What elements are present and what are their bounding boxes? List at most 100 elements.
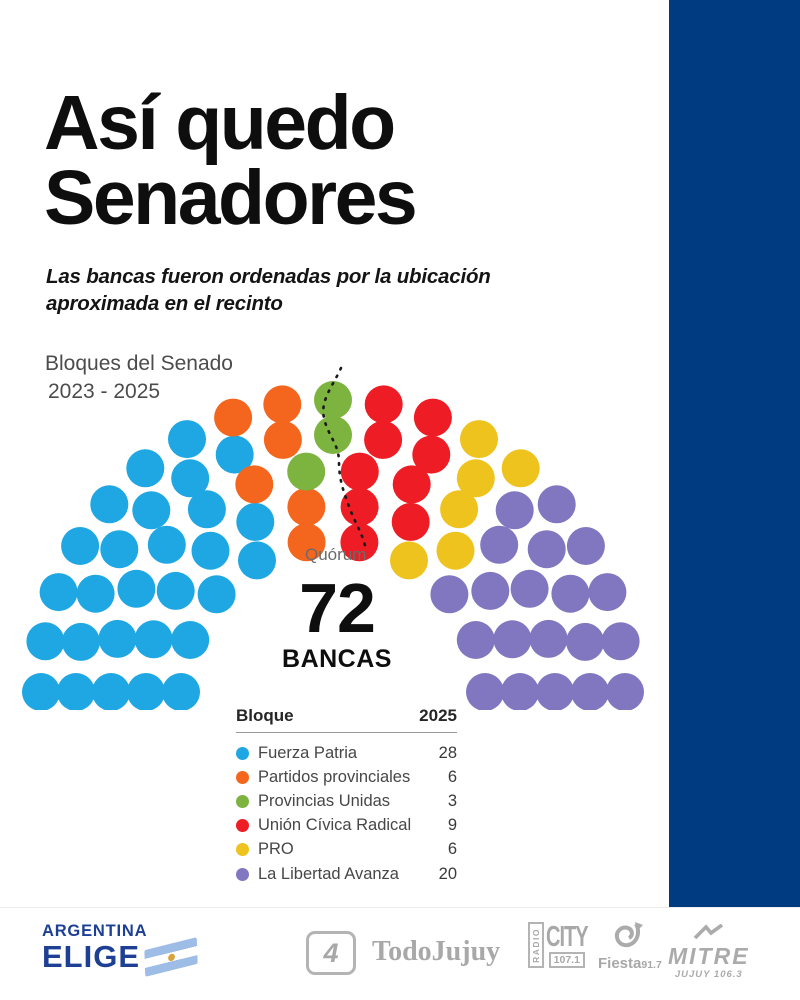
seat bbox=[61, 622, 100, 661]
seat bbox=[147, 525, 186, 564]
seat bbox=[57, 673, 95, 710]
mitre-zigzag-icon bbox=[693, 923, 723, 940]
seat bbox=[238, 541, 276, 580]
radio-city-logo: RADIO CITY 107.1 bbox=[528, 921, 589, 968]
seat bbox=[263, 385, 302, 424]
mitre-frequency: JUJUY 106.3 bbox=[674, 969, 743, 980]
bloc-table-header: Bloque 2025 bbox=[236, 706, 457, 733]
seat bbox=[466, 673, 504, 710]
seat bbox=[413, 398, 452, 437]
brand-line1: ARGENTINA bbox=[42, 922, 148, 940]
seat bbox=[529, 619, 568, 658]
seat bbox=[156, 571, 195, 610]
seat bbox=[510, 569, 549, 608]
bloc-table-body: Fuerza Patria 28 Partidos provinciales 6 Pro… bbox=[236, 741, 457, 886]
seat bbox=[364, 420, 403, 459]
seat bbox=[456, 459, 495, 498]
seat bbox=[215, 435, 254, 474]
chart-caption-line1: Bloques del Senado bbox=[45, 352, 233, 375]
fiesta-frequency: 91.7 bbox=[641, 959, 662, 971]
seat bbox=[340, 523, 379, 562]
mitre-name: MITRE bbox=[668, 943, 750, 969]
seat bbox=[263, 420, 302, 459]
argentina-flag-icon bbox=[144, 936, 198, 977]
seat bbox=[100, 530, 139, 569]
mitre-logo: MITRE JUJUY 106.3 bbox=[668, 923, 750, 980]
seat bbox=[191, 531, 230, 570]
bloc-table-header-year: 2025 bbox=[419, 706, 457, 725]
channel-4-number: 4 bbox=[323, 937, 339, 968]
seat bbox=[390, 541, 428, 580]
bloc-color-icon bbox=[236, 867, 249, 881]
page-subtitle: Las bancas fueron ordenadas por la ubica… bbox=[46, 265, 491, 316]
seat bbox=[412, 435, 451, 474]
chart-caption-line2: 2023 - 2025 bbox=[48, 380, 161, 404]
seat bbox=[162, 673, 200, 710]
bloc-seat-count: 20 bbox=[438, 864, 457, 883]
bloc-table-header-name: Bloque bbox=[236, 706, 294, 725]
bloc-color-icon bbox=[236, 819, 249, 833]
seat bbox=[90, 485, 129, 524]
seat bbox=[76, 574, 115, 613]
argentina-elige-logo: ARGENTINA ELIGE bbox=[42, 922, 198, 977]
seat bbox=[364, 385, 403, 424]
seat bbox=[214, 398, 253, 437]
seat bbox=[134, 620, 173, 659]
seat bbox=[61, 527, 100, 565]
seat bbox=[92, 673, 130, 710]
seat bbox=[197, 575, 236, 614]
page-title-line1: Así quedo bbox=[44, 80, 396, 166]
seat bbox=[168, 420, 206, 459]
seat bbox=[501, 449, 540, 488]
bloc-seat-count: 9 bbox=[447, 816, 457, 835]
bloc-table-row: Unión Cívica Radical 9 bbox=[236, 814, 457, 838]
bloc-color-icon bbox=[236, 746, 249, 760]
bloc-name: Partidos provinciales bbox=[258, 767, 411, 786]
seat bbox=[340, 452, 379, 491]
bloc-seat-count: 28 bbox=[438, 743, 457, 762]
seat bbox=[588, 573, 627, 612]
quorum-label: Quórum bbox=[305, 545, 367, 564]
seat bbox=[340, 487, 379, 526]
bloc-seat-count: 6 bbox=[447, 840, 457, 859]
seat bbox=[436, 531, 475, 570]
seat bbox=[171, 621, 210, 659]
radio-city-city-text: CITY bbox=[546, 921, 589, 954]
bloc-table-row: Provincias Unidas 3 bbox=[236, 789, 457, 813]
seat bbox=[536, 673, 574, 710]
brand-line2: ELIGE bbox=[42, 939, 141, 974]
bloc-table: Bloque 2025 Fuerza Patria 28 Partidos prov… bbox=[236, 706, 457, 886]
seat bbox=[132, 491, 171, 530]
chart-caption: Bloques del Senado 2023 - 2025 bbox=[45, 350, 233, 407]
bloc-name: La Libertad Avanza bbox=[258, 864, 399, 883]
bloc-color-icon bbox=[236, 843, 249, 857]
seat bbox=[22, 673, 60, 710]
seat bbox=[39, 573, 78, 612]
todojujuy-logo: TodoJujuy bbox=[372, 936, 501, 967]
seat bbox=[456, 621, 495, 659]
seat bbox=[126, 449, 165, 488]
seat bbox=[440, 490, 479, 529]
bloc-name: Provincias Unidas bbox=[258, 791, 391, 810]
page-title: Así quedo Senadores bbox=[44, 80, 418, 236]
seat bbox=[187, 490, 226, 529]
channel-4-logo: 4 bbox=[306, 931, 356, 975]
parliament-chart bbox=[22, 366, 644, 710]
seat bbox=[527, 530, 566, 569]
seat bbox=[566, 527, 605, 565]
seat bbox=[314, 381, 352, 419]
quorum-line bbox=[321, 366, 368, 552]
seat bbox=[606, 673, 644, 710]
fiesta-swirl-icon bbox=[614, 922, 643, 948]
bloc-table-row: Partidos provinciales 6 bbox=[236, 765, 457, 789]
total-seats-number: 72 bbox=[299, 569, 376, 647]
bloc-table-row: Fuerza Patria 28 bbox=[236, 741, 457, 765]
seat bbox=[287, 487, 326, 526]
seat bbox=[26, 622, 65, 661]
seat bbox=[501, 673, 539, 710]
seat bbox=[493, 620, 532, 659]
seat bbox=[392, 465, 431, 504]
footer: ARGENTINA ELIGE 4 TodoJujuy RADIO CITY 1… bbox=[0, 907, 800, 1000]
bloc-color-icon bbox=[236, 794, 249, 808]
